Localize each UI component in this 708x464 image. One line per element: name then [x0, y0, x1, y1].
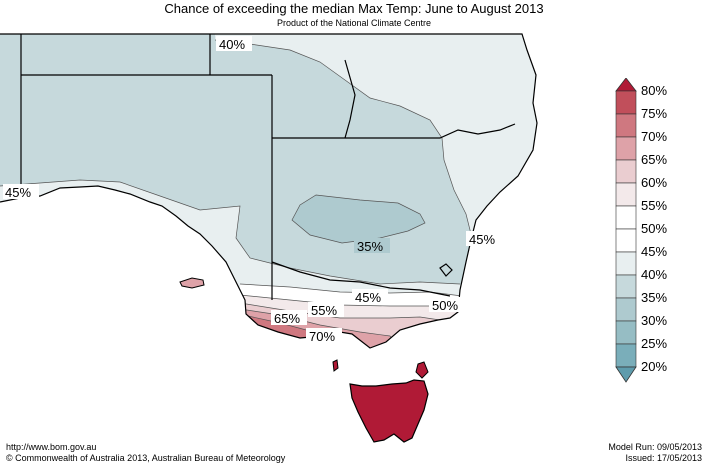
copyright-text: © Commonwealth of Australia 2013, Austra… [6, 453, 286, 463]
label-45-west: 45% [5, 185, 31, 200]
map-subtitle: Product of the National Climate Centre [276, 18, 432, 28]
legend-label-55: 55% [641, 198, 668, 213]
legend-swatch-40-45 [615, 251, 637, 276]
legend-swatch-50-55 [615, 205, 637, 230]
contour-60 [239, 302, 441, 321]
legend-label-40: 40% [641, 267, 668, 282]
band-45-north-east [215, 34, 537, 300]
legend-swatch-45-50 [615, 228, 637, 253]
model-run-text: Model Run: 09/05/2013 [608, 442, 702, 452]
legend-swatch-20-25 [615, 343, 637, 368]
legend-label-80: 80% [641, 83, 668, 98]
legend-swatch-55-60 [615, 182, 637, 207]
color-legend: 80% 75% 70% 65% 60% 55% 50% 45% 40% 35% … [614, 78, 704, 388]
contour-45-w [0, 179, 461, 285]
legend-label-25: 25% [641, 336, 668, 351]
legend-swatch-30-35 [615, 297, 637, 322]
label-35: 35% [357, 239, 383, 254]
label-40: 40% [219, 37, 245, 52]
king-island [332, 359, 339, 372]
contour-35 [291, 194, 426, 244]
border-qld-west [344, 59, 356, 139]
legend-label-30: 30% [641, 313, 668, 328]
border-qld-nsw [272, 123, 516, 139]
legend-swatch-75-80 [615, 90, 637, 115]
legend-label-70: 70% [641, 129, 668, 144]
legend-swatch-60-65 [615, 159, 637, 184]
legend-label-45: 45% [641, 244, 668, 259]
legend-label-20: 20% [641, 359, 668, 374]
legend-arrow-bottom [615, 366, 637, 383]
issued-text: Issued: 17/05/2013 [625, 453, 702, 463]
legend-swatch-25-30 [615, 320, 637, 345]
footer-left: http://www.bom.gov.au © Commonwealth of … [6, 442, 285, 464]
legend-swatch-70-75 [615, 113, 637, 138]
legend-swatch-65-70 [615, 136, 637, 161]
label-65: 65% [274, 311, 300, 326]
legend-arrow-top [615, 78, 637, 92]
flinders-island [415, 361, 429, 379]
tasmania [349, 379, 429, 443]
legend-label-65: 65% [641, 152, 668, 167]
legend-label-50: 50% [641, 221, 668, 236]
legend-label-75: 75% [641, 106, 668, 121]
kangaroo-island [179, 277, 205, 289]
label-45-east: 45% [469, 232, 495, 247]
band-45-west [0, 180, 470, 300]
legend-label-35: 35% [641, 290, 668, 305]
label-55: 55% [311, 303, 337, 318]
label-70: 70% [309, 329, 335, 344]
label-50: 50% [432, 298, 458, 313]
legend-swatch-35-40 [615, 274, 637, 299]
border-act [439, 263, 453, 277]
outlook-map: 40% 45% 35% 45% 45% 50% 55% 65% 70% [0, 33, 538, 443]
bom-url-link[interactable]: http://www.bom.gov.au [6, 442, 97, 452]
map-title: Chance of exceeding the median Max Temp:… [164, 1, 544, 16]
footer-right: Model Run: 09/05/2013 Issued: 17/05/2013 [608, 442, 702, 464]
border-nsw-vic [271, 261, 451, 297]
contour-45-ne [214, 39, 473, 301]
legend-label-60: 60% [641, 175, 668, 190]
band-35-core [292, 195, 425, 243]
label-45-south: 45% [355, 290, 381, 305]
